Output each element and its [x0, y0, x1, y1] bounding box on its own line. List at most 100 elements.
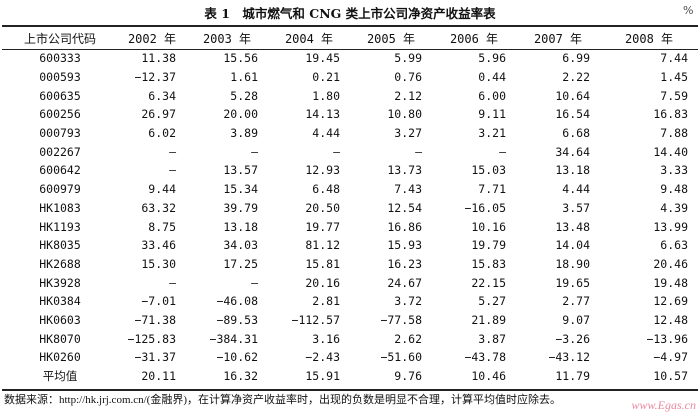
roe-value-cell: 15.83 [471, 256, 506, 271]
roe-value-cell: −4.97 [653, 350, 688, 365]
roe-value-cell: 19.77 [305, 219, 340, 234]
table-row: 600642 — 13.57 12.93 13.73 15.03 13.18 3.33 [2, 161, 698, 180]
company-code-cell: 002267 [39, 144, 81, 159]
roe-value-cell: 15.03 [471, 163, 506, 178]
roe-value-cell: 14.40 [653, 144, 688, 159]
table-row: 000593 −12.37 1.61 0.21 0.76 0.44 2.22 1.45 [2, 68, 698, 87]
roe-value-cell: 4.44 [312, 126, 340, 141]
roe-value-cell: 20.11 [141, 369, 176, 384]
roe-value-cell: −16.05 [464, 200, 506, 215]
roe-value-cell: 13.99 [653, 219, 688, 234]
roe-value-cell: −10.62 [216, 350, 258, 365]
roe-value-cell: 63.32 [141, 200, 176, 215]
table-row: HK3928 — — 20.16 24.67 22.15 19.65 19.48 [2, 273, 698, 292]
roe-value-cell: 19.45 [305, 51, 340, 66]
roe-value-cell: 5.96 [478, 51, 506, 66]
company-code-cell: HK0603 [39, 312, 81, 327]
company-code-cell: HK1193 [39, 219, 81, 234]
roe-value-cell: 9.76 [394, 369, 422, 384]
table-body: 600333 11.38 15.56 19.45 5.99 5.96 6.99 7.44 000… [2, 49, 698, 385]
company-code-cell: HK3928 [39, 275, 81, 290]
roe-value-cell: 15.30 [141, 256, 176, 271]
roe-value-cell: — [169, 275, 176, 290]
roe-value-cell: 12.54 [387, 200, 422, 215]
roe-value-cell: 9.48 [660, 182, 688, 197]
table-row: 600635 6.34 5.28 1.80 2.12 6.00 10.64 7.59 [2, 86, 698, 105]
roe-value-cell: 18.90 [555, 256, 590, 271]
header-row: 上市公司代码 2002 年 2003 年 2004 年 2005 年 2006 年 2007… [2, 28, 698, 49]
column-header-year: 2005 年 [366, 31, 416, 46]
roe-value-cell: 14.04 [555, 238, 590, 253]
roe-value-cell: 10.80 [387, 107, 422, 122]
roe-value-cell: −71.38 [134, 312, 176, 327]
footnote: 数据来源：http://hk.jrj.com.cn/(金融界)，在计算净资产收益… [4, 394, 562, 406]
roe-value-cell: 7.43 [394, 182, 422, 197]
roe-value-cell: 16.54 [555, 107, 590, 122]
roe-value-cell: −31.37 [134, 350, 176, 365]
roe-value-cell: 3.72 [394, 294, 422, 309]
roe-value-cell: 13.73 [387, 163, 422, 178]
roe-value-cell: 3.87 [478, 331, 506, 346]
roe-value-cell: 33.46 [141, 238, 176, 253]
roe-value-cell: 3.57 [562, 200, 590, 215]
roe-value-cell: 9.11 [478, 107, 506, 122]
roe-value-cell: −43.12 [548, 350, 590, 365]
roe-value-cell: 13.57 [223, 163, 258, 178]
column-header-year: 2006 年 [449, 31, 499, 46]
roe-value-cell: 13.18 [555, 163, 590, 178]
roe-value-cell: 10.46 [471, 369, 506, 384]
column-header-year: 2004 年 [284, 31, 334, 46]
roe-value-cell: 5.99 [394, 51, 422, 66]
roe-value-cell: 20.00 [223, 107, 258, 122]
roe-value-cell: 6.99 [562, 51, 590, 66]
table-row: HK8070 −125.83 −384.31 3.16 2.62 3.87 −3.26 −13… [2, 329, 698, 348]
roe-value-cell: 5.28 [230, 88, 258, 103]
roe-value-cell: 2.77 [562, 294, 590, 309]
roe-value-cell: −3.26 [555, 331, 590, 346]
roe-value-cell: 22.15 [471, 275, 506, 290]
roe-value-cell: 5.27 [478, 294, 506, 309]
roe-value-cell: 81.12 [305, 238, 340, 253]
roe-value-cell: 10.16 [471, 219, 506, 234]
roe-value-cell: 11.38 [141, 51, 176, 66]
table-row: 000793 6.02 3.89 4.44 3.27 3.21 6.68 7.88 [2, 124, 698, 143]
column-header-year: 2008 年 [624, 31, 674, 46]
roe-value-cell: 2.81 [312, 294, 340, 309]
watermark: www.Egas.cn [631, 398, 696, 412]
roe-value-cell: 6.48 [312, 182, 340, 197]
roe-value-cell: −12.37 [134, 70, 176, 85]
roe-value-cell: 0.44 [478, 70, 506, 85]
column-header-year: 2002 年 [127, 31, 177, 46]
company-code-cell: 600642 [39, 163, 81, 178]
roe-value-cell: 6.63 [660, 238, 688, 253]
company-code-cell: 600333 [39, 51, 81, 66]
roe-value-cell: 21.89 [471, 312, 506, 327]
roe-value-cell: 16.83 [653, 107, 688, 122]
unit-label: % [683, 4, 694, 17]
roe-value-cell: — [169, 163, 176, 178]
table-row: HK2688 15.30 17.25 15.81 16.23 15.83 18.90 20.4… [2, 255, 698, 274]
column-header-year: 2007 年 [533, 31, 583, 46]
table-row: 600333 11.38 15.56 19.45 5.99 5.96 6.99 7.44 [2, 49, 698, 68]
column-header-code: 上市公司代码 [23, 31, 96, 46]
roe-table: 上市公司代码 2002 年 2003 年 2004 年 2005 年 2006 年 2007… [2, 28, 698, 385]
roe-value-cell: — [251, 144, 258, 159]
roe-value-cell: −384.31 [209, 331, 258, 346]
roe-value-cell: 3.27 [394, 126, 422, 141]
table-row: 600979 9.44 15.34 6.48 7.43 7.71 4.44 9.48 [2, 180, 698, 199]
roe-value-cell: 12.48 [653, 312, 688, 327]
roe-value-cell: 3.89 [230, 126, 258, 141]
roe-value-cell: 15.91 [305, 369, 340, 384]
roe-value-cell: — [499, 144, 506, 159]
roe-value-cell: 9.44 [148, 182, 176, 197]
roe-value-cell: 9.07 [562, 312, 590, 327]
roe-value-cell: — [415, 144, 422, 159]
roe-value-cell: 11.79 [555, 369, 590, 384]
table-row: HK0260 −31.37 −10.62 −2.43 −51.60 −43.78 −43.1… [2, 348, 698, 367]
roe-value-cell: −125.83 [127, 331, 176, 346]
roe-value-cell: 34.03 [223, 238, 258, 253]
roe-value-cell: 3.16 [312, 331, 340, 346]
roe-value-cell: 2.62 [394, 331, 422, 346]
table-row: HK0384 −7.01 −46.08 2.81 3.72 5.27 2.77 12.69 [2, 292, 698, 311]
roe-value-cell: 6.34 [148, 88, 176, 103]
